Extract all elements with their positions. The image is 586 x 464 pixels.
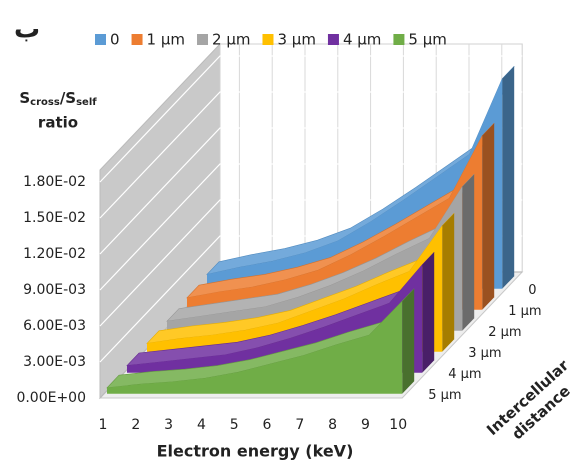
area-side — [422, 252, 435, 373]
x-tick-label: 8 — [328, 417, 337, 433]
legend-swatch — [393, 34, 405, 45]
legend-swatch — [327, 34, 339, 45]
area-side — [462, 174, 475, 331]
legend-label: 1 µm — [147, 31, 185, 49]
legend-swatch — [197, 34, 209, 45]
y-tick-label: 1.50E-02 — [23, 210, 86, 226]
legend-label: 5 µm — [408, 31, 446, 49]
x-tick-label: 7 — [295, 417, 304, 433]
depth-tick-label: 5 µm — [428, 388, 461, 403]
y-tick-label: 1.20E-02 — [23, 246, 86, 262]
x-tick-label: 3 — [164, 417, 173, 433]
grid-line — [99, 55, 523, 183]
y-label-part: cross — [30, 97, 60, 108]
x-tick-label: 9 — [361, 417, 370, 433]
area-side — [482, 123, 495, 310]
legend-swatch — [95, 34, 106, 45]
x-tick-label: 5 — [230, 417, 239, 433]
depth-tick-label: 0 — [528, 283, 536, 298]
z-axis-label: Intercellular distance — [483, 356, 574, 443]
legend-label: 3 µm — [277, 31, 315, 49]
y-label-part: /S — [60, 89, 76, 107]
area-side — [442, 213, 455, 352]
area-side — [502, 66, 515, 289]
depth-tick-label: 4 µm — [448, 367, 481, 382]
panel-label: ب — [14, 15, 40, 45]
depth-tick-label: 1 µm — [508, 304, 541, 319]
y-tick-label: 3.00E-03 — [23, 354, 86, 370]
area — [107, 301, 403, 394]
y-tick-label: 9.00E-03 — [23, 282, 86, 298]
grid-line — [99, 163, 523, 291]
depth-tick-label: 2 µm — [488, 325, 521, 340]
area-side — [402, 288, 415, 394]
x-tick-label: 1 — [99, 417, 108, 433]
y-label-part: self — [76, 97, 97, 108]
x-tick-label: 4 — [197, 417, 206, 433]
depth-tick-label: 3 µm — [468, 346, 501, 361]
y-tick-label: 6.00E-03 — [23, 318, 86, 334]
y-tick-label: 1.80E-02 — [23, 174, 86, 190]
y-axis-label: ratio — [38, 114, 78, 132]
x-tick-label: 2 — [131, 417, 140, 433]
y-label-part: S — [19, 89, 30, 107]
grid-line — [99, 127, 523, 255]
legend-label: 2 µm — [212, 31, 250, 49]
y-axis-label: Scross/Sself — [19, 89, 97, 109]
legend-swatch — [262, 34, 274, 45]
legend-label: 4 µm — [343, 31, 381, 49]
legend-swatch — [131, 34, 143, 45]
x-tick-label: 10 — [389, 417, 407, 433]
grid-line — [99, 91, 523, 219]
x-axis-label: Electron energy (keV) — [157, 442, 354, 461]
y-tick-label: 0.00E+00 — [16, 390, 86, 406]
legend-label: 0 — [110, 31, 120, 49]
x-tick-label: 6 — [263, 417, 272, 433]
